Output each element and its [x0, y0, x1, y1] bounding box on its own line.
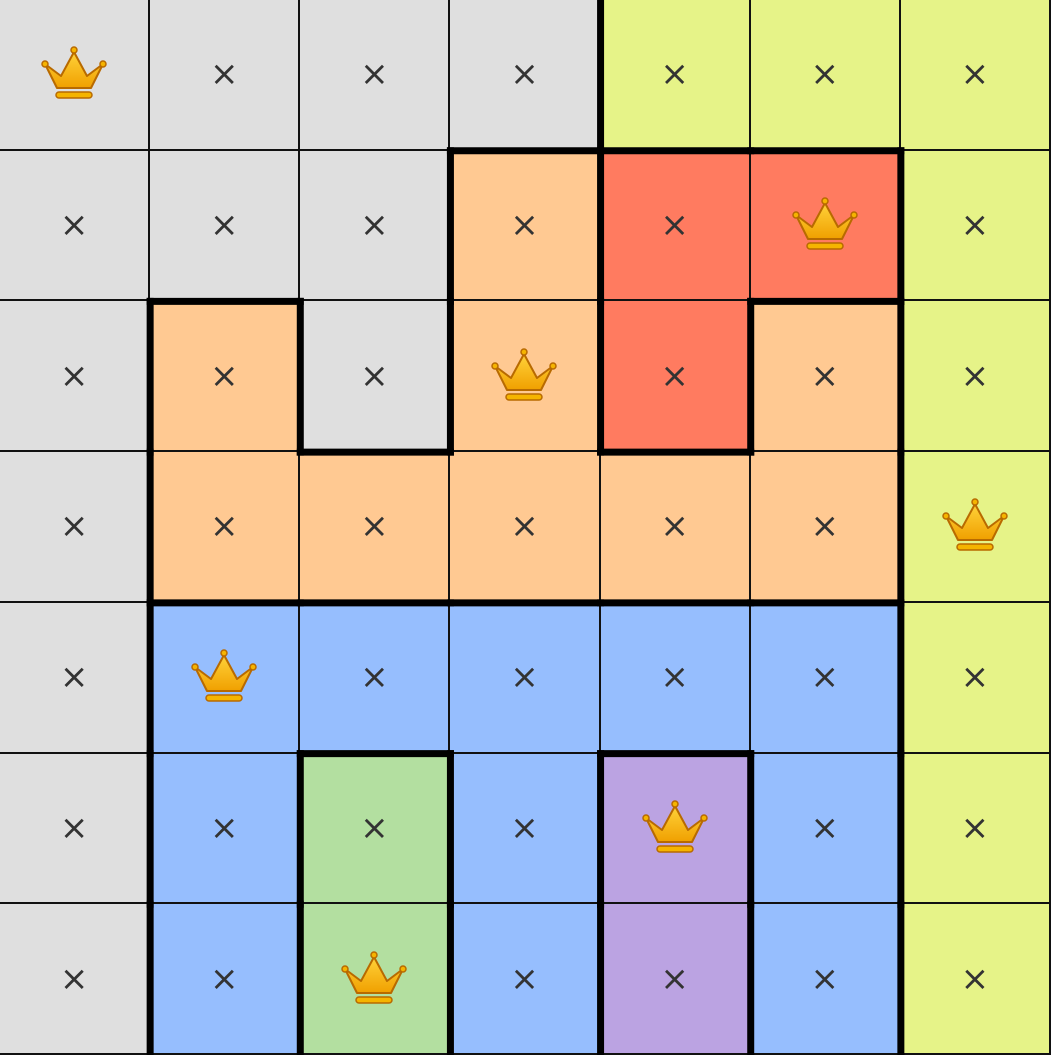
x-mark-icon: ×: [660, 205, 689, 246]
x-mark-icon: ×: [810, 807, 840, 848]
x-mark-icon: ×: [960, 205, 990, 246]
cell-r4-c4[interactable]: ×: [450, 452, 601, 603]
crown-icon: [641, 800, 708, 853]
x-mark-icon: ×: [510, 54, 539, 95]
cell-r2-c1[interactable]: ×: [0, 150, 151, 302]
cell-r6-c2[interactable]: ×: [150, 753, 301, 905]
x-mark-icon: ×: [510, 657, 539, 698]
x-mark-icon: ×: [660, 355, 689, 396]
cell-r3-c5[interactable]: ×: [600, 301, 751, 453]
x-mark-icon: ×: [660, 657, 689, 698]
cell-r6-c5[interactable]: [600, 753, 751, 905]
crown-icon: [41, 46, 107, 100]
cell-r2-c6[interactable]: [750, 150, 901, 302]
x-mark-icon: ×: [59, 657, 89, 698]
cell-r7-c2[interactable]: ×: [150, 904, 301, 1055]
cell-r7-c5[interactable]: ×: [600, 904, 751, 1055]
x-mark-icon: ×: [510, 205, 539, 246]
x-mark-icon: ×: [960, 958, 990, 999]
x-mark-icon: ×: [510, 958, 539, 999]
x-mark-icon: ×: [960, 807, 990, 848]
x-mark-icon: ×: [59, 506, 89, 547]
x-mark-icon: ×: [360, 807, 389, 848]
cell-r6-c4[interactable]: ×: [450, 753, 601, 905]
cell-r3-c2[interactable]: ×: [150, 301, 301, 453]
cell-r3-c3[interactable]: ×: [300, 301, 451, 453]
cell-r7-c7[interactable]: ×: [900, 904, 1051, 1055]
cell-r1-c4[interactable]: ×: [450, 0, 601, 151]
cell-r7-c4[interactable]: ×: [450, 904, 601, 1055]
x-mark-icon: ×: [360, 506, 389, 547]
x-mark-icon: ×: [209, 205, 239, 246]
cell-r2-c3[interactable]: ×: [300, 150, 451, 302]
cell-r5-c2[interactable]: [150, 602, 301, 754]
cell-r7-c1[interactable]: ×: [0, 904, 151, 1055]
x-mark-icon: ×: [810, 657, 840, 698]
x-mark-icon: ×: [960, 355, 990, 396]
x-mark-icon: ×: [59, 355, 89, 396]
cell-r4-c1[interactable]: ×: [0, 452, 151, 603]
x-mark-icon: ×: [360, 355, 389, 396]
x-mark-icon: ×: [209, 54, 239, 95]
cell-r1-c1[interactable]: [0, 0, 151, 151]
x-mark-icon: ×: [209, 355, 239, 396]
x-mark-icon: ×: [810, 54, 840, 95]
cell-r1-c3[interactable]: ×: [300, 0, 451, 151]
crown-icon: [942, 498, 1008, 552]
cell-r1-c2[interactable]: ×: [150, 0, 301, 151]
x-mark-icon: ×: [810, 506, 840, 547]
cell-r1-c5[interactable]: ×: [600, 0, 751, 151]
cell-r1-c7[interactable]: ×: [900, 0, 1051, 151]
cell-r6-c3[interactable]: ×: [300, 753, 451, 905]
cell-r4-c7[interactable]: [900, 452, 1051, 603]
x-mark-icon: ×: [510, 506, 539, 547]
x-mark-icon: ×: [59, 958, 89, 999]
x-mark-icon: ×: [209, 506, 239, 547]
x-mark-icon: ×: [660, 958, 689, 999]
cell-r2-c4[interactable]: ×: [450, 150, 601, 302]
cell-r5-c4[interactable]: ×: [450, 602, 601, 754]
cell-r3-c7[interactable]: ×: [900, 301, 1051, 453]
cell-r7-c6[interactable]: ×: [750, 904, 901, 1055]
crown-icon: [491, 348, 558, 401]
cell-r3-c1[interactable]: ×: [0, 301, 151, 453]
x-mark-icon: ×: [510, 807, 539, 848]
cell-r2-c5[interactable]: ×: [600, 150, 751, 302]
cell-r5-c3[interactable]: ×: [300, 602, 451, 754]
cell-r7-c3[interactable]: [300, 904, 451, 1055]
x-mark-icon: ×: [810, 355, 840, 396]
x-mark-icon: ×: [209, 807, 239, 848]
x-mark-icon: ×: [660, 506, 689, 547]
cell-r5-c6[interactable]: ×: [750, 602, 901, 754]
cell-r4-c5[interactable]: ×: [600, 452, 751, 603]
cell-r5-c5[interactable]: ×: [600, 602, 751, 754]
cell-r6-c6[interactable]: ×: [750, 753, 901, 905]
cell-r2-c2[interactable]: ×: [150, 150, 301, 302]
cell-r4-c6[interactable]: ×: [750, 452, 901, 603]
cell-r4-c2[interactable]: ×: [150, 452, 301, 603]
x-mark-icon: ×: [59, 807, 89, 848]
cell-r4-c3[interactable]: ×: [300, 452, 451, 603]
crown-icon: [341, 950, 408, 1004]
cell-r5-c7[interactable]: ×: [900, 602, 1051, 754]
x-mark-icon: ×: [209, 958, 239, 999]
x-mark-icon: ×: [59, 205, 89, 246]
cell-r3-c6[interactable]: ×: [750, 301, 901, 453]
cell-r2-c7[interactable]: ×: [900, 150, 1051, 302]
cell-r5-c1[interactable]: ×: [0, 602, 151, 754]
cell-r3-c4[interactable]: [450, 301, 601, 453]
x-mark-icon: ×: [810, 958, 840, 999]
cell-r1-c6[interactable]: ×: [750, 0, 901, 151]
x-mark-icon: ×: [660, 54, 689, 95]
x-mark-icon: ×: [960, 657, 990, 698]
cell-r6-c1[interactable]: ×: [0, 753, 151, 905]
x-mark-icon: ×: [960, 54, 990, 95]
cell-r6-c7[interactable]: ×: [900, 753, 1051, 905]
x-mark-icon: ×: [360, 657, 389, 698]
x-mark-icon: ×: [360, 54, 389, 95]
crown-icon: [191, 649, 257, 702]
crown-icon: [792, 197, 858, 250]
x-mark-icon: ×: [360, 205, 389, 246]
